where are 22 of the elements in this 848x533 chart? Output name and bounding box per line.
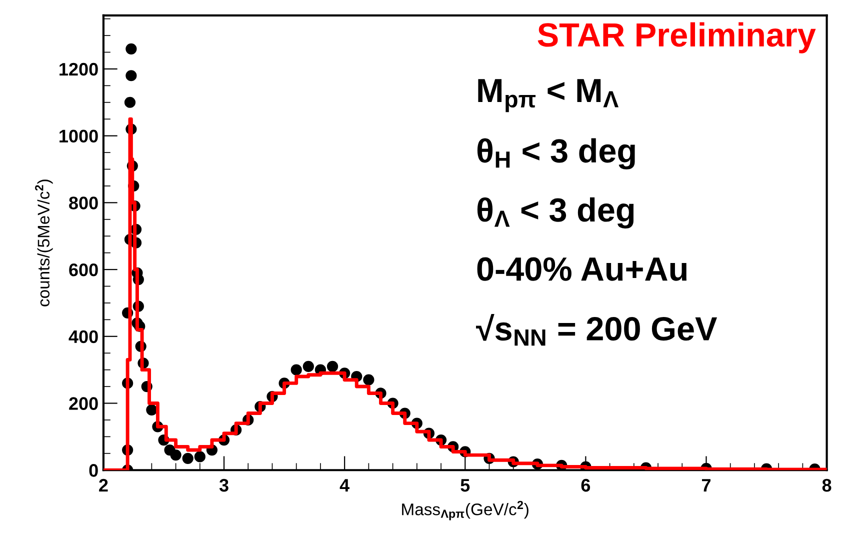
- y-tick-label: 200: [69, 397, 98, 410]
- x-tick-label: 2: [99, 478, 108, 492]
- x-tick-label: 5: [460, 479, 470, 492]
- annotation: M$_{pπ}$ < M$_{Λ}$: [478, 79, 619, 112]
- annotation: √s$_{NN}$ = 200 GeV: [476, 314, 718, 346]
- y-tick-label: 400: [68, 330, 98, 344]
- y-tick-label: 600: [69, 263, 98, 276]
- annotation: θ$_{H}$ < 3 deg: [477, 138, 635, 170]
- annotation: 0-40% Au+Au: [477, 257, 686, 281]
- y-tick-label: 0: [89, 464, 98, 477]
- y-axis-title: counts/(5MeV/c$^{2}$): [35, 180, 53, 306]
- y-tick-label: 1200: [60, 62, 98, 76]
- x-tick-label: 8: [822, 478, 832, 492]
- x-tick-label: 3: [219, 478, 228, 492]
- annotation: STAR Preliminary: [538, 22, 816, 54]
- annotation: θ$_{Λ}$ < 3 deg: [477, 197, 634, 229]
- x-tick-label: 6: [581, 478, 590, 492]
- y-tick-label: 800: [69, 196, 98, 210]
- x-axis-title: Mass$_{Λpπ}$(GeV/c$^{2}$): [402, 500, 528, 520]
- x-tick-label: 7: [702, 479, 710, 492]
- y-tick-label: 1000: [60, 130, 98, 143]
- x-tick-label: 4: [340, 479, 350, 492]
